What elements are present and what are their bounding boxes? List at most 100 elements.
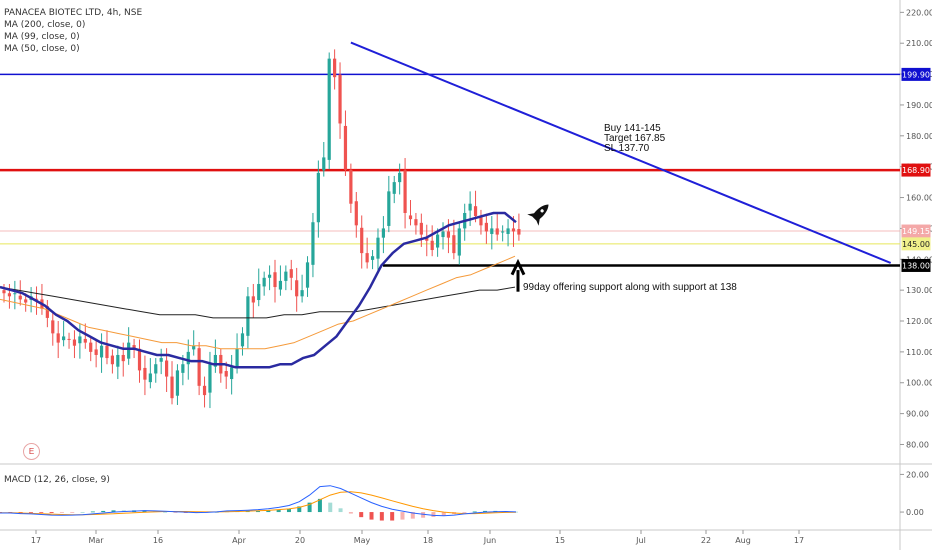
candle	[300, 274, 304, 303]
macd-histogram-bar	[163, 511, 168, 513]
candle	[360, 215, 364, 269]
price-tag-box	[901, 237, 931, 251]
candle	[278, 265, 283, 296]
candle	[354, 191, 358, 238]
candle-body	[284, 271, 288, 281]
candle-body	[175, 370, 180, 396]
price-tag-label: 145.00	[902, 240, 930, 249]
price-tag-box	[901, 258, 931, 272]
rocket-window	[540, 209, 544, 213]
macd-histogram-bar	[400, 512, 405, 520]
candle-body	[105, 345, 109, 359]
macd-legend[interactable]: MACD (12, 26, close, 9)	[4, 475, 110, 485]
macd-histogram-bar	[307, 502, 312, 513]
rocket-body	[532, 204, 549, 221]
candle-body	[45, 306, 49, 318]
macd-histogram-bar	[80, 512, 85, 513]
price-tick-label: 210.00	[906, 39, 932, 48]
candle	[213, 339, 217, 373]
price-tick-label: 180.00	[906, 132, 932, 141]
macd-histogram-bar	[214, 512, 219, 513]
candle	[311, 212, 315, 278]
macd-histogram-bar	[256, 510, 260, 513]
macd-histogram-bar	[111, 510, 116, 513]
candle-body	[452, 235, 456, 254]
candle-body	[501, 231, 505, 233]
candle	[105, 330, 109, 365]
candle-body	[148, 373, 152, 383]
candle-body	[159, 358, 163, 362]
candle-body	[202, 385, 207, 396]
ma200-legend[interactable]: MA (200, close, 0)	[4, 20, 86, 30]
macd-histogram-bar	[338, 508, 343, 513]
candle	[251, 283, 255, 318]
time-tick-label: 17	[31, 536, 41, 545]
macd-histogram-bar	[431, 512, 436, 517]
candle	[305, 256, 310, 297]
candle-body	[381, 228, 385, 238]
candle-body	[436, 234, 440, 248]
candle	[419, 213, 423, 247]
candle-body	[398, 172, 402, 183]
macd-histogram-bar	[276, 509, 281, 513]
symbol-title[interactable]: PANACEA BIOTEC LTD, 4h, NSE	[4, 8, 143, 18]
candle	[343, 110, 348, 176]
macd-histogram-bar	[49, 512, 54, 513]
candle-body	[94, 349, 98, 355]
ma200-line	[0, 286, 516, 319]
candle-body	[360, 227, 364, 254]
candle-body	[121, 354, 125, 362]
ma99-legend[interactable]: MA (99, close, 0)	[4, 32, 80, 42]
candle	[316, 160, 320, 238]
candle-body	[506, 228, 510, 234]
candle-body	[403, 170, 407, 213]
time-tick-label: Jul	[635, 536, 646, 545]
candle-body	[137, 348, 142, 371]
candle-body	[479, 216, 483, 226]
candle-body	[311, 222, 315, 265]
support-arrow-head	[510, 258, 526, 276]
candle	[490, 216, 494, 250]
target-text: Target 167.85	[604, 133, 666, 144]
earnings-badge[interactable]: E	[23, 443, 40, 460]
candle	[94, 340, 98, 368]
candle	[495, 212, 499, 241]
time-tick-label: 18	[423, 536, 433, 545]
candle-body	[322, 157, 326, 171]
candle-body	[51, 320, 55, 334]
candle-body	[430, 240, 434, 251]
candle	[408, 200, 413, 226]
candle-body	[425, 237, 429, 241]
candle-body	[127, 342, 131, 359]
candle-body	[257, 283, 261, 301]
candle-body	[18, 295, 22, 300]
macd-histogram-bar	[18, 512, 23, 513]
candle	[148, 358, 152, 389]
candle	[89, 336, 93, 362]
candle-body	[62, 336, 66, 341]
macd-histogram-bar	[390, 512, 395, 521]
macd-histogram-bar	[317, 498, 322, 513]
time-tick-label: 17	[794, 536, 804, 545]
macd-histogram-bar	[379, 512, 384, 521]
support-arrow-icon	[510, 258, 526, 292]
candle	[170, 361, 174, 405]
candle	[175, 364, 180, 405]
macd-tick-label: 20.00	[906, 470, 929, 479]
ma50-legend[interactable]: MA (50, close, 0)	[4, 44, 80, 54]
candle-body	[192, 345, 196, 350]
rocket-fins	[527, 213, 540, 226]
macd-line	[0, 485, 517, 517]
candle-body	[13, 293, 17, 295]
candle	[506, 219, 510, 247]
candle-body	[143, 367, 147, 380]
candle	[230, 354, 234, 395]
candle-body	[67, 338, 71, 340]
candle	[457, 222, 461, 265]
chart-legend: PANACEA BIOTEC LTD, 4h, NSE MA (200, clo…	[4, 7, 142, 55]
price-tag-box	[901, 224, 931, 238]
macd-histogram-bar	[90, 511, 95, 513]
candle	[479, 209, 483, 235]
candle	[322, 141, 326, 177]
